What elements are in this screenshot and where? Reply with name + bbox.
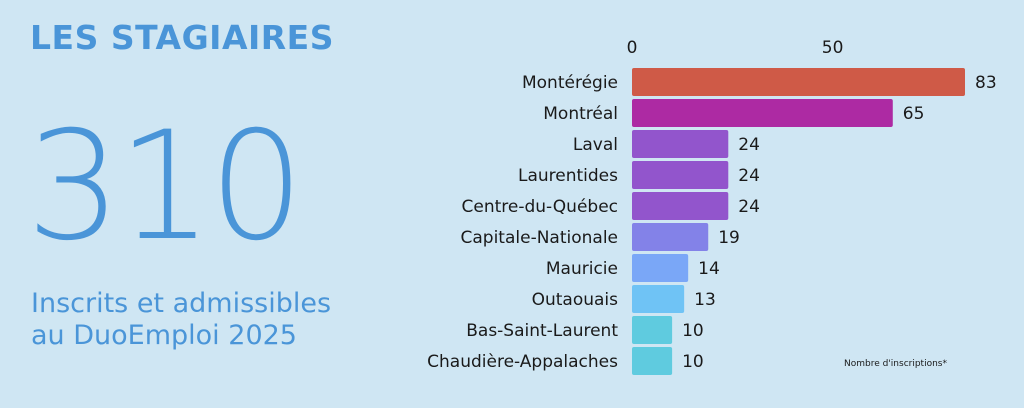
value-label-centre-du-quebec: 24 (738, 197, 760, 217)
category-label-laval: Laval (573, 135, 618, 155)
bar-centre-du-quebec (632, 192, 729, 220)
category-label-chaudiere-appalaches: Chaudière-Appalaches (427, 352, 618, 372)
value-label-monteregie: 83 (975, 73, 997, 93)
bar-chaudiere-appalaches (632, 347, 673, 375)
value-label-outaouais: 13 (694, 290, 716, 310)
stat-caption-line-2: au DuoEmploi 2025 (31, 320, 297, 351)
value-label-capitale-nationale: 19 (718, 228, 740, 248)
bar-mauricie (632, 254, 689, 282)
x-tick-label: 50 (822, 38, 844, 58)
stat-caption-line-1: Inscrits et admissibles (31, 288, 332, 319)
value-label-chaudiere-appalaches: 10 (682, 352, 704, 372)
chart-footnote: Nombre d'inscriptions* (844, 359, 947, 369)
bar-laurentides (632, 161, 729, 189)
category-label-mauricie: Mauricie (546, 259, 618, 279)
bar-laval (632, 130, 729, 158)
bar-capitale-nationale (632, 223, 709, 251)
bar-bas-saint-laurent (632, 316, 673, 344)
value-label-laurentides: 24 (738, 166, 760, 186)
category-label-monteregie: Montérégie (522, 73, 618, 93)
bar-outaouais (632, 285, 685, 313)
category-label-capitale-nationale: Capitale-Nationale (461, 228, 619, 248)
bar-monteregie (632, 68, 965, 96)
page-title: LES STAGIAIRES (30, 18, 334, 57)
value-label-mauricie: 14 (698, 259, 720, 279)
stat-caption: Inscrits et admissibles au DuoEmploi 202… (31, 288, 331, 352)
value-label-bas-saint-laurent: 10 (682, 321, 704, 341)
total-count: 310 (26, 100, 304, 274)
bar-montreal (632, 99, 893, 127)
category-label-laurentides: Laurentides (518, 166, 618, 186)
category-label-montreal: Montréal (543, 104, 618, 124)
value-label-montreal: 65 (903, 104, 925, 124)
category-label-centre-du-quebec: Centre-du-Québec (461, 197, 618, 217)
category-label-bas-saint-laurent: Bas-Saint-Laurent (466, 321, 618, 341)
category-label-outaouais: Outaouais (532, 290, 619, 310)
value-label-laval: 24 (738, 135, 760, 155)
x-tick-label: 0 (627, 38, 638, 58)
